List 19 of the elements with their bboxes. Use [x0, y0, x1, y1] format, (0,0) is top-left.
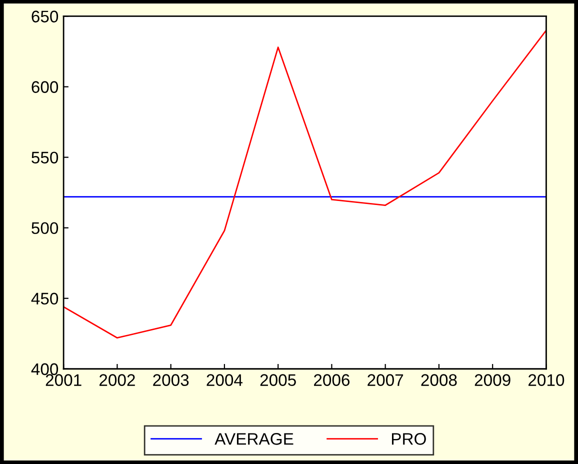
x-tick-label: 2002: [100, 374, 135, 386]
x-tick-label: 2010: [528, 374, 564, 386]
y-tick-label: 400: [31, 363, 58, 376]
x-tick-label: 2007: [368, 374, 404, 386]
x-tick-label: 2005: [260, 374, 296, 386]
x-tick-label: 2001: [46, 374, 82, 386]
legend-label: PRO: [392, 433, 426, 445]
y-tick-label: 450: [31, 292, 58, 305]
x-tick-label: 2004: [206, 374, 243, 386]
x-tick-label: 2009: [474, 374, 510, 386]
x-tick-label: 2006: [314, 374, 350, 386]
x-tick-label: 2008: [421, 374, 457, 386]
y-tick-label: 600: [32, 81, 58, 93]
x-tick-label: 2003: [153, 374, 189, 386]
legend-label: AVERAGE: [214, 433, 294, 445]
line-series: [64, 30, 546, 339]
y-tick-label: 500: [32, 222, 58, 234]
y-tick-label: 650: [32, 10, 58, 22]
y-tick-label: 550: [32, 152, 58, 164]
